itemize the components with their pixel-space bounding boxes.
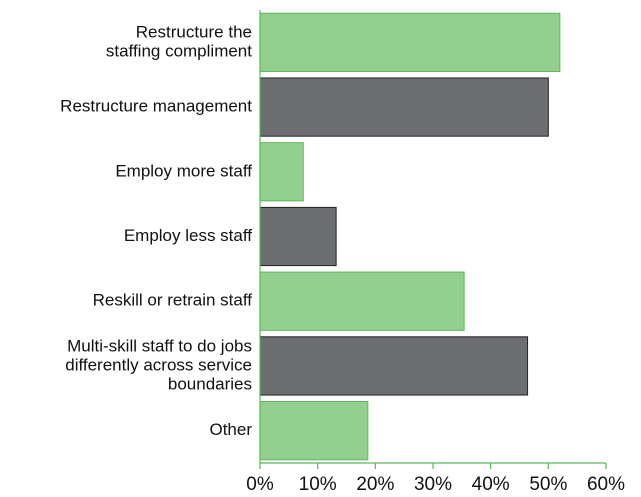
y-tick-label: boundaries [168,374,252,393]
y-tick-label: differently across service [65,355,252,374]
bar [259,401,369,461]
bar [259,206,337,267]
y-tick-label: Reskill or retrain staff [93,291,253,310]
bar [259,271,465,331]
x-tick-label: 60% [587,474,625,495]
bar [259,12,561,72]
y-tick-label: Multi-skill staff to do jobs [67,336,252,355]
x-tick-label: 40% [472,474,510,495]
y-tick-label: staffing compliment [106,41,252,60]
y-tick-label: Restructure the [136,22,252,41]
bar [259,77,549,137]
y-tick-label: Employ less staff [124,226,252,245]
bar [259,142,304,202]
x-tick-label: 0% [246,474,274,495]
x-tick-label: 50% [529,474,567,495]
y-tick-label: Other [209,420,252,439]
x-tick-label: 30% [414,474,452,495]
x-tick-label: 20% [356,474,394,495]
bar [259,336,529,396]
y-tick-label: Employ more staff [115,161,252,180]
y-tick-label: Restructure management [60,97,252,116]
x-tick-label: 10% [299,474,337,495]
